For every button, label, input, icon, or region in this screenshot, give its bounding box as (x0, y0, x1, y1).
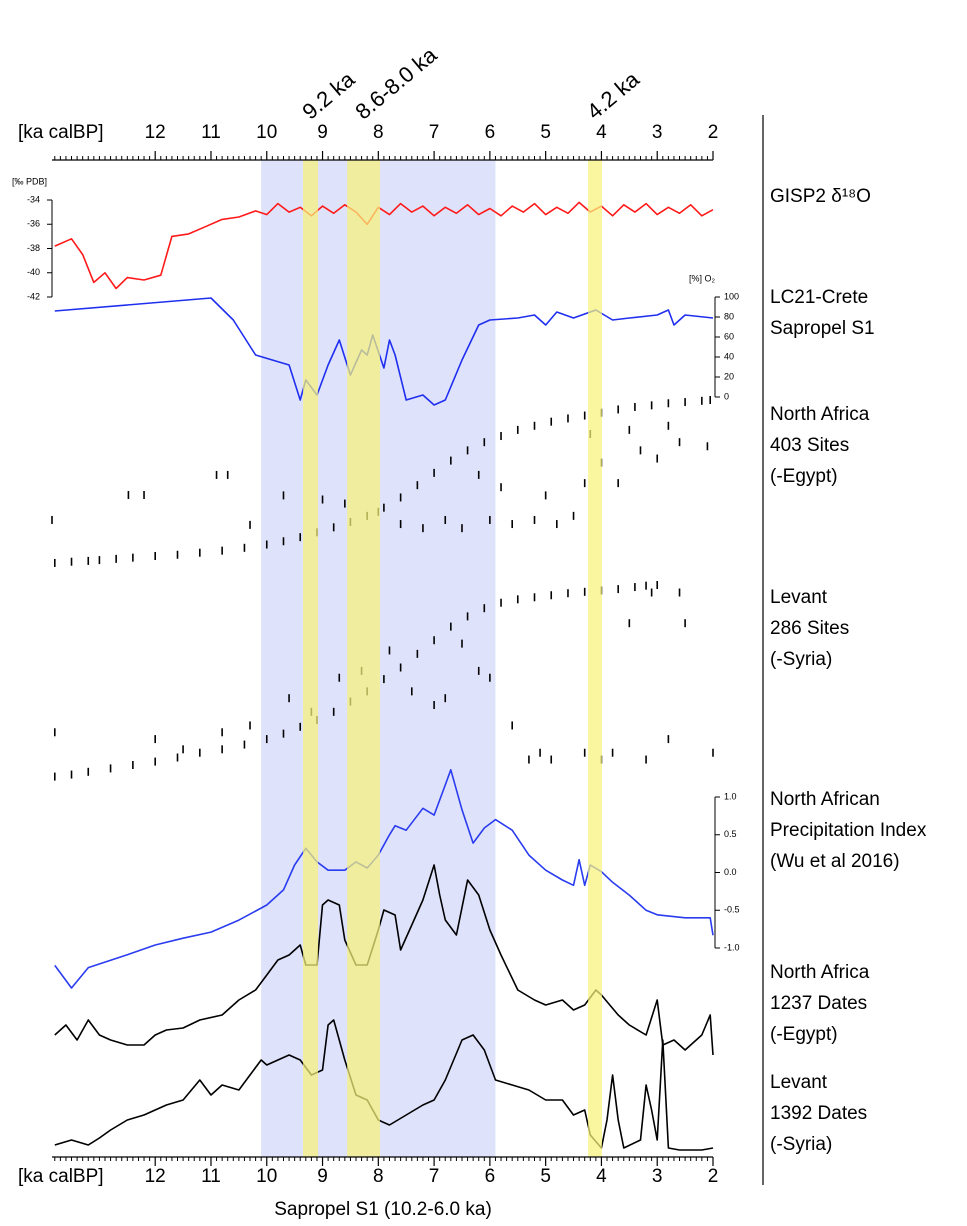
x-tick-label: 8 (373, 1166, 384, 1187)
panel-label: North African (770, 789, 880, 810)
band-label: 8.6-8.0 ka (350, 42, 442, 125)
x-tick-label: 5 (540, 122, 551, 143)
y-tick-label: -40 (27, 267, 40, 277)
band (347, 160, 380, 1157)
panel-label: GISP2 δ¹⁸O (770, 186, 871, 207)
x-tick-label: 11 (201, 122, 221, 143)
x-tick-label: 11 (201, 1166, 221, 1187)
y-tick-label: 40 (724, 351, 734, 361)
y-tick-label: -0.5 (724, 905, 740, 915)
band-label: 4.2 ka (582, 66, 645, 124)
y-tick-label: -34 (27, 194, 40, 204)
series-line (54, 297, 714, 406)
band (303, 160, 319, 1157)
series-line (54, 201, 714, 290)
x-tick-label: 9 (317, 1166, 328, 1187)
x-tick-label: 5 (540, 1166, 551, 1187)
highlight-bands (303, 160, 602, 1157)
x-tick-label: 3 (652, 122, 663, 143)
x-tick-label: 7 (429, 1166, 440, 1187)
x-tick-label: 10 (256, 1166, 277, 1187)
x-tick-label: 3 (652, 1166, 663, 1187)
x-axis-label: Sapropel S1 (10.2-6.0 ka) (274, 1199, 492, 1220)
panel-label: (-Syria) (770, 1134, 832, 1155)
x-tick-label: 2 (708, 1166, 719, 1187)
x-tick-label: 4 (596, 1166, 607, 1187)
y-tick-label: -38 (27, 243, 40, 253)
panel-label: (-Syria) (770, 649, 832, 670)
y-tick-label: 60 (724, 331, 734, 341)
y-tick-label: 80 (724, 311, 734, 321)
panel-label: North Africa (770, 404, 870, 425)
y-tick-label: -36 (27, 219, 40, 229)
x-tick-label: 8 (373, 122, 384, 143)
y-tick-label: -42 (27, 291, 40, 301)
series-line (54, 864, 714, 1056)
x-tick-label: 4 (596, 122, 607, 143)
x-tick-label: 6 (485, 1166, 496, 1187)
x-unit-top: [ka calBP] (18, 122, 104, 143)
panel-label: Precipitation Index (770, 820, 927, 841)
x-tick-label: 6 (485, 122, 496, 143)
panel-label: (Wu et al 2016) (770, 851, 900, 872)
y-axis-label: [‰ PDB] (12, 176, 47, 186)
x-unit-bottom: [ka calBP] (18, 1166, 104, 1187)
y-axis-label: [%] O₂ (689, 273, 716, 283)
x-tick-label: 7 (429, 122, 440, 143)
band (588, 160, 602, 1157)
y-tick-label: 0 (724, 391, 729, 401)
y-tick-label: 100 (724, 291, 739, 301)
band-label: 9.2 ka (297, 66, 360, 124)
panel-label: 403 Sites (770, 435, 849, 456)
panel-label: (-Egypt) (770, 466, 838, 487)
y-tick-label: 0.5 (724, 829, 737, 839)
y-tick-label: 20 (724, 371, 734, 381)
y-tick-label: 0.0 (724, 867, 737, 877)
x-tick-label: 10 (256, 122, 277, 143)
x-tick-label: 12 (145, 1166, 166, 1187)
panel-label: Sapropel S1 (770, 318, 875, 339)
panel-label: North Africa (770, 962, 870, 983)
panel-label: LC21-Crete (770, 287, 868, 308)
x-tick-label: 12 (145, 122, 166, 143)
panel-label: 286 Sites (770, 618, 849, 639)
x-tick-label: 2 (708, 122, 719, 143)
panel-label: Levant (770, 587, 828, 608)
series-line (54, 1019, 714, 1151)
panel-label: (-Egypt) (770, 1024, 838, 1045)
x-tick-label: 9 (317, 122, 328, 143)
y-tick-label: -1.0 (724, 942, 740, 952)
panel-label: Levant (770, 1072, 828, 1093)
y-tick-label: 1.0 (724, 791, 737, 801)
panel-label: 1237 Dates (770, 993, 867, 1014)
panel-label: 1392 Dates (770, 1103, 867, 1124)
